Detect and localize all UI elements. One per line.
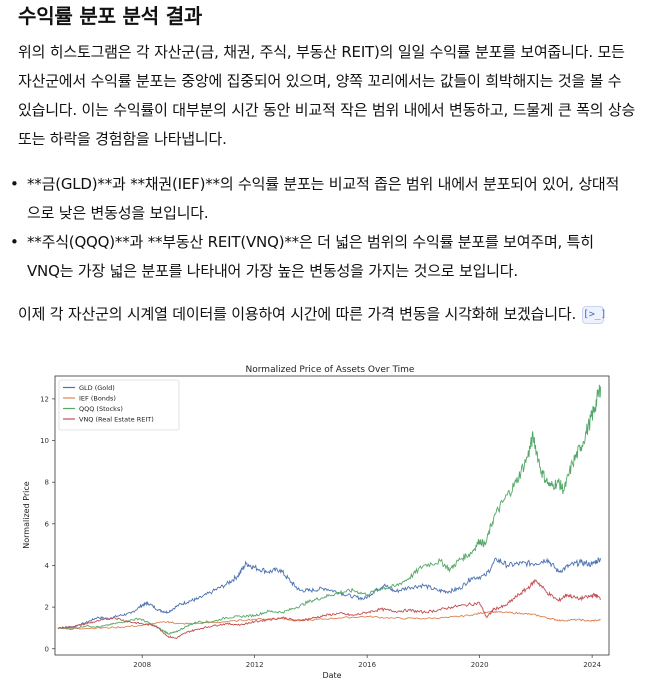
y-tick-label: 6 [45,520,50,528]
legend-label: VNQ (Real Estate REIT) [79,416,154,424]
y-tick-label: 0 [45,645,49,653]
x-tick-label: 2024 [583,661,601,669]
legend-box [58,379,180,431]
outro-paragraph: 이제 각 자산군의 시계열 데이터를 이용하여 시간에 따른 가격 변동을 시각… [18,300,638,329]
bullet-dot: • [10,175,19,193]
code-output-icon[interactable]: [>_] [582,305,607,324]
bullet-text: **금(GLD)**과 **채권(IEF)**의 수익률 분포는 비교적 좁은 … [27,175,620,222]
intro-paragraph: 위의 히스토그램은 각 자산군(금, 채권, 주식, 부동산 REIT)의 일일… [18,43,636,148]
legend: GLD (Gold) IEF (Bonds) QQQ (Stocks) VNQ (Re… [58,379,180,431]
bullet-item: • **금(GLD)**과 **채권(IEF)**의 수익률 분포는 비교적 좁… [10,170,630,228]
legend-label: GLD (Gold) [79,384,115,392]
legend-label: IEF (Bonds) [79,395,116,403]
outro-text: 이제 각 자산군의 시계열 데이터를 이용하여 시간에 따른 가격 변동을 시각… [18,305,577,323]
line-chart: Normalized Price of Assets Over Time 200… [18,358,618,680]
series-line [57,384,602,635]
bullet-list: • **금(GLD)**과 **채권(IEF)**의 수익률 분포는 비교적 좁… [10,170,630,286]
legend-label: QQQ (Stocks) [79,405,123,413]
y-tick-label: 2 [45,604,49,612]
series-line [57,557,602,629]
x-axis-label: Date [322,671,341,680]
y-axis-label: Normalized Price [22,481,31,549]
series-line [57,579,601,640]
bullet-item: • **주식(QQQ)**과 **부동산 REIT(VNQ)**은 더 넓은 범… [10,228,630,286]
x-tick-label: 2016 [358,661,376,669]
bullet-dot: • [10,233,19,251]
chart-svg: Normalized Price of Assets Over Time 200… [18,358,618,680]
chart-title: Normalized Price of Assets Over Time [246,365,415,375]
bullet-text: **주식(QQQ)**과 **부동산 REIT(VNQ)**은 더 넓은 범위의… [27,233,594,280]
y-tick-label: 4 [45,562,50,570]
y-tick-label: 10 [40,437,49,445]
x-tick-label: 2008 [133,661,151,669]
series-layer [57,384,602,640]
y-tick-label: 12 [40,395,49,403]
plot-frame [54,375,610,656]
section-heading: 수익률 분포 분석 결과 [18,4,203,28]
y-tick-label: 8 [45,479,49,487]
series-line [57,610,601,630]
x-tick-label: 2020 [471,661,489,669]
x-tick-label: 2012 [246,661,264,669]
axis-layer: 2008 2012 2016 2020 2024 0 2 4 6 8 10 12 [40,395,601,669]
